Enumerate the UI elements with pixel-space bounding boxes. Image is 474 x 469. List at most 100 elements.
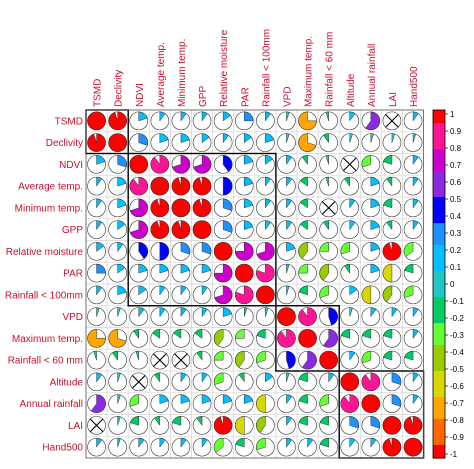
correlation-cell [170, 392, 192, 415]
legend-tick-label: -0.2 [450, 314, 464, 323]
legend-color-step [433, 353, 445, 359]
legend-color-step [433, 379, 445, 385]
legend-color-step [433, 284, 445, 289]
insignificant-cross [89, 418, 104, 433]
correlation-cell [296, 370, 319, 394]
row-label: Relative moisture [6, 247, 84, 258]
pie-slice [319, 394, 329, 407]
correlation-cell [106, 131, 129, 154]
correlation-cell [338, 327, 361, 350]
pie-slice [117, 394, 121, 404]
correlation-cell [317, 305, 340, 328]
pie-slice [193, 155, 212, 174]
row-label: Rainfall < 60 mm [8, 356, 83, 367]
pie-slice [286, 416, 293, 427]
pie-slice [222, 394, 233, 404]
correlation-cell [85, 109, 108, 133]
correlation-cell [254, 392, 277, 415]
correlation-cell [381, 153, 403, 176]
correlation-cell [254, 261, 277, 285]
correlation-cell [212, 109, 235, 133]
pie-slice [159, 263, 169, 274]
correlation-cell [317, 240, 340, 263]
correlation-cell [359, 131, 382, 154]
correlation-cell [233, 435, 256, 459]
legend-color-step [433, 127, 445, 133]
pie-slice [96, 198, 103, 209]
pie-slice [361, 350, 372, 364]
correlation-cell [296, 283, 319, 307]
row-label: Minimum temp. [15, 203, 83, 214]
correlation-cell [402, 240, 424, 263]
legend-color-step [433, 431, 445, 437]
correlation-cell [127, 131, 150, 154]
legend-color-step [433, 436, 445, 442]
correlation-cell [338, 414, 361, 437]
pie-slice [138, 307, 145, 318]
pie-slice [117, 176, 127, 187]
pie-slice [383, 198, 393, 209]
correlation-cell [381, 218, 403, 241]
pie-slice [386, 176, 393, 187]
pie-slice [349, 285, 358, 296]
correlation-cell [85, 348, 108, 372]
legend-color-step [433, 427, 445, 433]
pie-slice [301, 155, 308, 166]
legend-color-step [433, 214, 445, 220]
correlation-cell [317, 109, 340, 133]
pie-slice [319, 437, 329, 448]
correlation-cell [191, 435, 213, 459]
correlation-cell [296, 109, 319, 133]
pie-slice [383, 350, 393, 361]
correlation-cell [233, 240, 256, 263]
legend-color-step [433, 440, 445, 446]
pie-slice [265, 133, 275, 143]
correlation-cell [317, 218, 340, 241]
pie-slice [382, 437, 402, 457]
correlation-cell [275, 109, 298, 133]
pie-slice [328, 372, 335, 383]
correlation-cell [233, 153, 256, 176]
pie-slice [180, 263, 190, 274]
insignificant-cross [174, 353, 188, 367]
correlation-cell [402, 414, 424, 437]
pie-slice [319, 416, 329, 426]
correlation-cell [275, 348, 298, 372]
legend-tick-label: -0.3 [450, 331, 464, 340]
color-legend: 1 0.9 0.8 0.7 0.6 0.5 0.4 0.3 0.2 0.1 0 -0.1 -0.2 -0.… [432, 109, 464, 459]
correlation-cell [338, 261, 361, 285]
column-label: VPD [282, 86, 293, 107]
pie-slice [129, 155, 149, 174]
correlation-cell [149, 174, 171, 198]
correlation-cell [275, 218, 298, 241]
pie-slice [235, 416, 245, 435]
correlation-cell [149, 370, 171, 394]
legend-color-step [433, 110, 445, 115]
pie-slice [235, 350, 245, 368]
pie-slice [244, 155, 254, 165]
legend-color-step [433, 179, 445, 185]
correlation-cell [127, 174, 150, 198]
pie-slice [87, 329, 106, 348]
correlation-cell [212, 218, 235, 241]
correlation-cell [296, 305, 319, 328]
correlation-cell [381, 109, 403, 133]
correlation-cell [149, 305, 171, 328]
correlation-cell [317, 153, 340, 176]
row-label: Average temp. [18, 182, 83, 193]
pie-slice [370, 263, 380, 274]
legend-tick-label: 0.6 [450, 178, 462, 187]
pie-slice [213, 242, 233, 261]
correlation-cell [275, 131, 298, 154]
correlation-cell [254, 174, 277, 198]
correlation-cell [170, 327, 192, 350]
pie-slice [403, 285, 414, 298]
pie-slice [201, 242, 212, 255]
pie-slice [96, 263, 106, 274]
pie-slice [256, 285, 275, 305]
pie-slice [201, 394, 211, 404]
correlation-cell [338, 109, 361, 133]
correlation-cell [402, 327, 424, 350]
pie-slice [286, 155, 293, 166]
legend-tick-label: -0.7 [450, 399, 464, 408]
